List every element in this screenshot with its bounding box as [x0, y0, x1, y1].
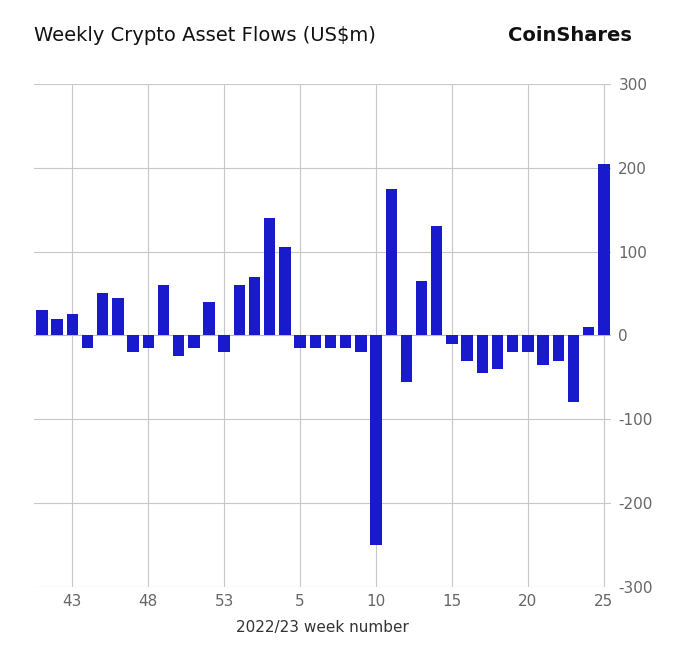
Bar: [234, 285, 245, 335]
Bar: [431, 226, 442, 335]
Bar: [477, 335, 488, 373]
Bar: [583, 327, 594, 335]
Bar: [567, 335, 579, 402]
Bar: [127, 335, 139, 352]
Bar: [249, 277, 260, 335]
Bar: [416, 281, 427, 335]
Bar: [218, 335, 230, 352]
Bar: [82, 335, 93, 348]
Bar: [598, 164, 609, 335]
Bar: [340, 335, 351, 348]
Bar: [158, 285, 169, 335]
Bar: [143, 335, 154, 348]
Text: CoinShares: CoinShares: [508, 26, 632, 45]
Bar: [462, 335, 473, 361]
Bar: [295, 335, 306, 348]
Bar: [355, 335, 367, 352]
Bar: [188, 335, 199, 348]
Bar: [264, 218, 275, 335]
Bar: [401, 335, 412, 382]
Bar: [552, 335, 564, 361]
Bar: [97, 293, 109, 335]
Bar: [67, 315, 78, 335]
Bar: [537, 335, 549, 365]
X-axis label: 2022/23 week number: 2022/23 week number: [236, 620, 409, 635]
Bar: [370, 335, 382, 545]
Bar: [522, 335, 534, 352]
Bar: [447, 335, 458, 344]
Bar: [385, 189, 397, 335]
Bar: [310, 335, 321, 348]
Bar: [507, 335, 519, 352]
Bar: [52, 319, 63, 335]
Bar: [112, 298, 124, 335]
Bar: [279, 248, 291, 335]
Bar: [203, 302, 214, 335]
Bar: [36, 310, 47, 335]
Bar: [173, 335, 184, 356]
Bar: [325, 335, 336, 348]
Bar: [492, 335, 503, 369]
Text: Weekly Crypto Asset Flows (US$m): Weekly Crypto Asset Flows (US$m): [34, 26, 376, 45]
